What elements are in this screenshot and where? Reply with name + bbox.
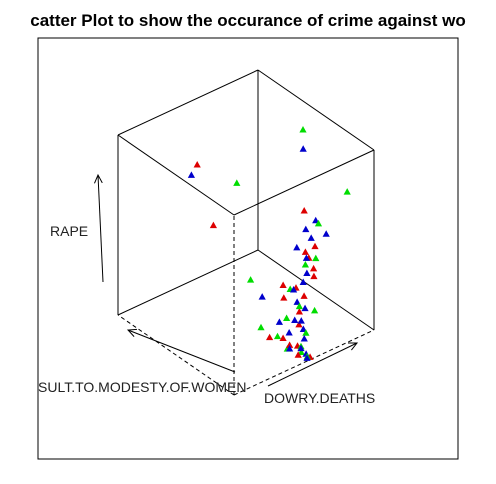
data-point [297,317,305,324]
data-point [302,225,310,233]
data-point [299,126,307,133]
data-point [301,304,309,312]
data-point [280,294,288,301]
data-point [293,243,301,251]
data-point [209,221,217,229]
data-point [295,320,303,328]
cube-box [117,69,375,396]
data-point [310,264,318,272]
cube-edge [257,69,375,151]
data-point [233,179,241,186]
data-point [303,269,311,276]
data-point [291,316,299,323]
data-point [303,354,311,361]
data-point [283,314,291,321]
data-point [286,345,294,352]
data-point [290,286,298,293]
cube-edge [233,329,375,396]
y-axis-arrow-head [126,328,138,337]
cube-edge [117,314,235,396]
data-point [275,318,283,325]
cube-edge [117,134,235,216]
data-point [312,216,320,224]
data-point [258,293,266,300]
axis-arrows [94,173,359,387]
data-point [279,334,287,342]
data-point [273,332,282,340]
data-point [311,242,319,250]
data-point [193,161,201,168]
data-point [187,171,195,178]
data-point [266,333,274,341]
y-axis-arrow [127,329,236,373]
data-point [302,329,310,336]
data-point [314,219,323,227]
cube-edge [117,69,259,136]
data-point [279,281,287,288]
data-point [343,188,351,195]
data-points [187,126,351,361]
x-axis-arrow [267,342,358,387]
cube-edge [233,149,375,216]
data-point [286,341,294,348]
data-point [312,254,320,262]
data-point [300,335,308,342]
data-point [299,278,307,285]
data-point [293,298,301,305]
cube-edge [117,249,259,316]
data-point [300,292,308,299]
chart-title: catter Plot to show the occurance of cri… [30,11,465,30]
data-point [247,276,255,283]
data-point [294,351,302,358]
data-point [307,234,315,241]
x-axis-arrow-head [347,342,359,351]
data-point [302,254,310,261]
y-axis-label: SULT.TO.MODESTY.OF.WOMEN [38,379,246,395]
data-point [295,308,303,315]
data-point [299,325,307,333]
cube-edge [257,249,375,331]
data-point [295,302,303,310]
z-axis-label: RAPE [50,223,88,239]
data-point [311,306,319,314]
data-point [299,145,307,152]
data-point [310,272,318,280]
data-point [257,323,265,331]
x-axis-label: DOWRY.DEATHS [264,390,375,406]
z-axis-arrow [97,174,104,283]
data-point [322,230,330,237]
data-point [301,248,309,255]
data-point [285,329,293,336]
z-axis-arrow-head [94,173,103,184]
data-point [297,348,305,356]
data-point [301,261,309,268]
plot-frame [37,37,459,460]
data-point [297,344,305,352]
data-point [300,207,308,214]
